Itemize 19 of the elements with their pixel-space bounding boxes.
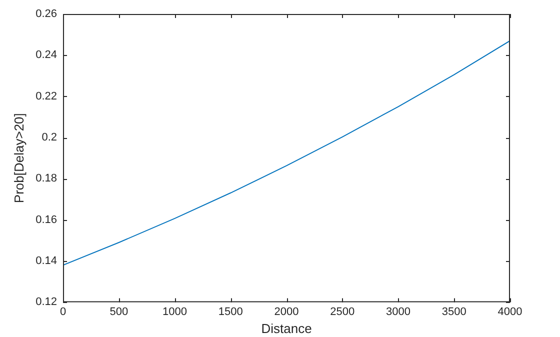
y-axis-title: Prob[Delay>20] <box>11 113 26 204</box>
y-tick-label: 0.12 <box>36 296 58 308</box>
y-tick-label: 0.26 <box>36 8 58 20</box>
y-tick-label: 0.2 <box>42 132 58 144</box>
x-tick-label: 1500 <box>218 306 243 318</box>
y-tick-label: 0.18 <box>36 172 58 185</box>
x-tick-label: 3000 <box>386 306 410 318</box>
y-tick-label: 0.14 <box>36 255 58 268</box>
x-tick-label: 0 <box>60 306 66 318</box>
x-tick-label: 2000 <box>274 306 299 318</box>
x-tick-label: 500 <box>110 306 128 318</box>
y-tick-label: 0.22 <box>36 90 58 102</box>
x-tick-label: 3500 <box>442 306 466 318</box>
x-axis-title: Distance <box>261 320 312 336</box>
x-tick-label: 2500 <box>330 306 355 318</box>
x-tick-label: 4000 <box>498 306 522 318</box>
y-tick-label: 0.16 <box>36 214 58 226</box>
y-tick-label: 0.24 <box>36 49 58 62</box>
x-tick-label: 1000 <box>162 306 187 318</box>
